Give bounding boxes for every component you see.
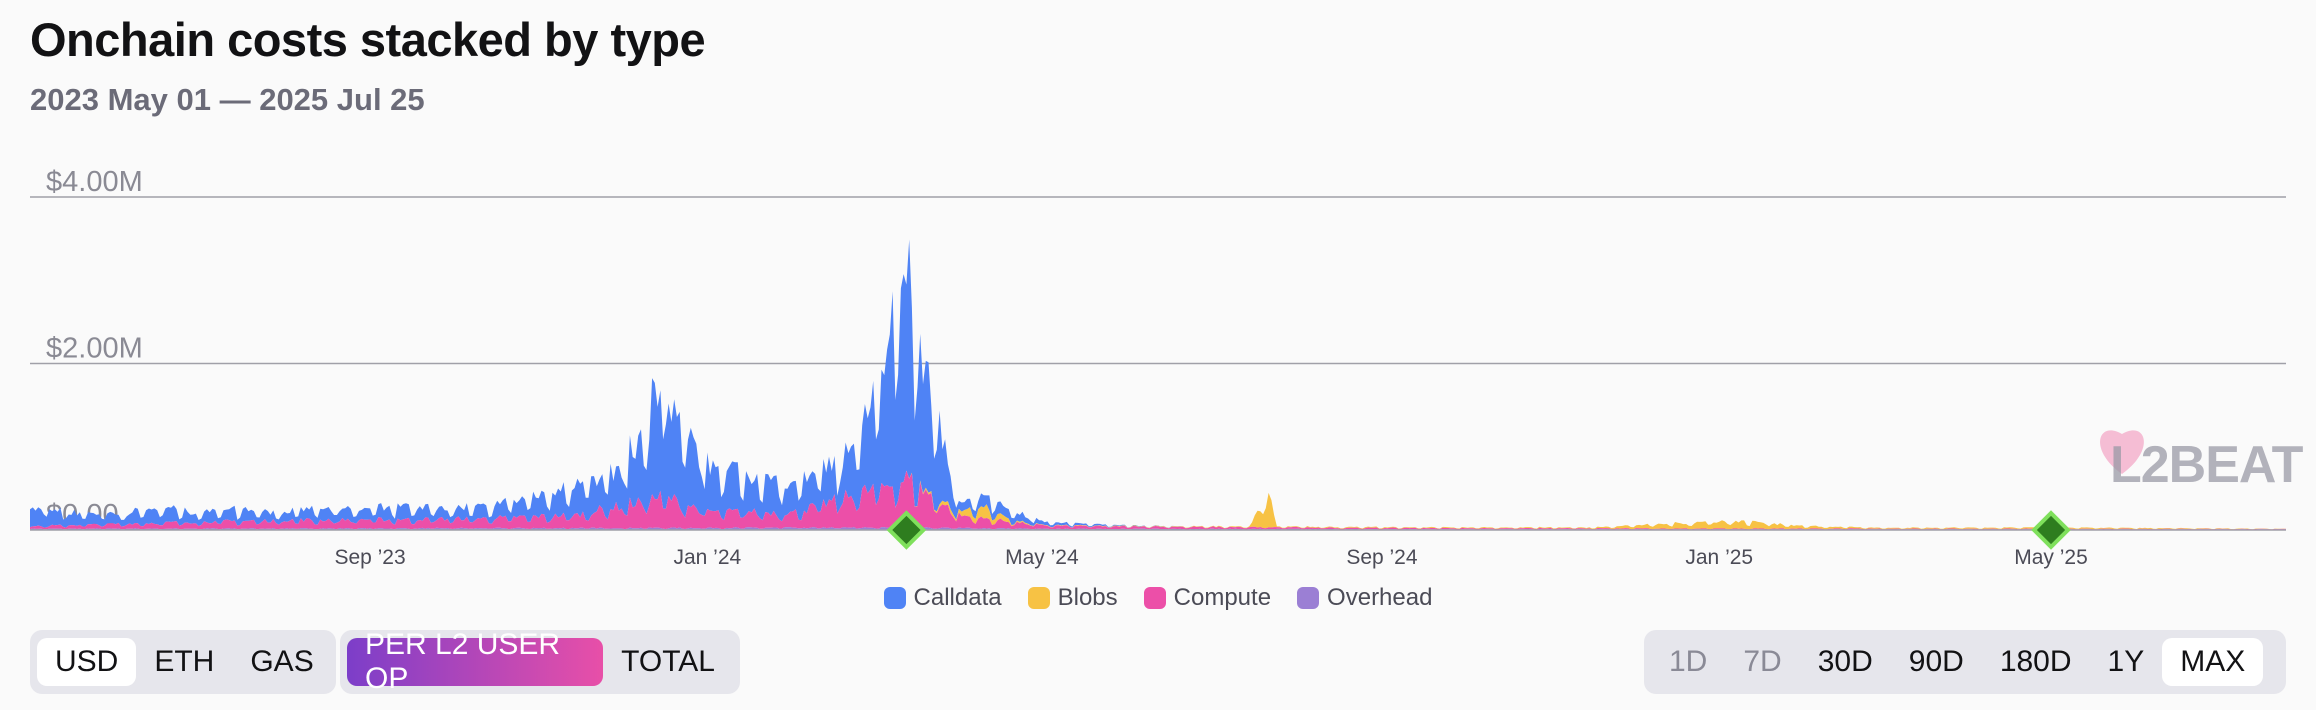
chart-legend: Calldata Blobs Compute Overhead	[0, 584, 2316, 612]
legend-item-overhead[interactable]: Overhead	[1297, 584, 1432, 612]
x-tick-label: Jan ’24	[673, 546, 741, 569]
x-tick-label: Sep ’24	[1346, 546, 1418, 569]
range-30d-button[interactable]: 30D	[1817, 645, 1873, 678]
event-marker-icon	[2031, 510, 2071, 550]
range-90d-button[interactable]: 90D	[1908, 645, 1964, 678]
range-7d-button[interactable]: 7D	[1743, 645, 1782, 678]
legend-label: Blobs	[1057, 584, 1118, 611]
range-180d-button[interactable]: 180D	[1999, 645, 2072, 678]
unit-usd-button[interactable]: USD	[37, 638, 137, 686]
legend-label: Calldata	[913, 584, 1002, 611]
legend-label: Compute	[1173, 584, 1272, 611]
time-range-group: 1D 7D 30D 90D 180D 1Y MAX	[1644, 630, 2286, 694]
legend-item-compute[interactable]: Compute	[1143, 584, 1272, 612]
calldata-swatch-icon	[883, 587, 906, 609]
x-tick-label: May ’25	[2014, 546, 2088, 569]
overhead-swatch-icon	[1297, 587, 1320, 609]
legend-item-blobs[interactable]: Blobs	[1027, 584, 1118, 612]
unit-eth-button[interactable]: ETH	[154, 645, 215, 678]
unit-toggle-group: USD ETH GAS	[30, 630, 336, 694]
series-compute-area	[30, 470, 2286, 530]
y-tick-label: $4.00M	[46, 166, 143, 198]
metric-toggle-group: PER L2 USER OP TOTAL	[340, 628, 740, 695]
total-button[interactable]: TOTAL	[621, 645, 715, 678]
unit-gas-button[interactable]: GAS	[250, 645, 314, 678]
range-1d-button[interactable]: 1D	[1669, 645, 1708, 678]
date-range-subtitle: 2023 May 01 — 2025 Jul 25	[30, 82, 425, 117]
legend-item-calldata[interactable]: Calldata	[883, 584, 1002, 612]
compute-swatch-icon	[1143, 587, 1166, 609]
event-marker-icon	[886, 510, 927, 550]
per-l2-user-op-button[interactable]: PER L2 USER OP	[347, 628, 604, 695]
range-max-button[interactable]: MAX	[2162, 638, 2264, 686]
blobs-swatch-icon	[1027, 587, 1050, 609]
chart-title: Onchain costs stacked by type	[30, 13, 706, 66]
x-tick-label: Jan ’25	[1685, 546, 1753, 569]
watermark-heart-icon	[2100, 430, 2144, 474]
watermark-logo: L2BEAT	[2110, 436, 2304, 494]
series-calldata-area	[30, 239, 2286, 530]
legend-label: Overhead	[1327, 584, 1433, 611]
y-tick-label: $2.00M	[46, 333, 143, 365]
range-1y-button[interactable]: 1Y	[2107, 645, 2145, 678]
x-tick-label: Sep ’23	[334, 546, 405, 569]
x-tick-label: May ’24	[1005, 546, 1079, 569]
